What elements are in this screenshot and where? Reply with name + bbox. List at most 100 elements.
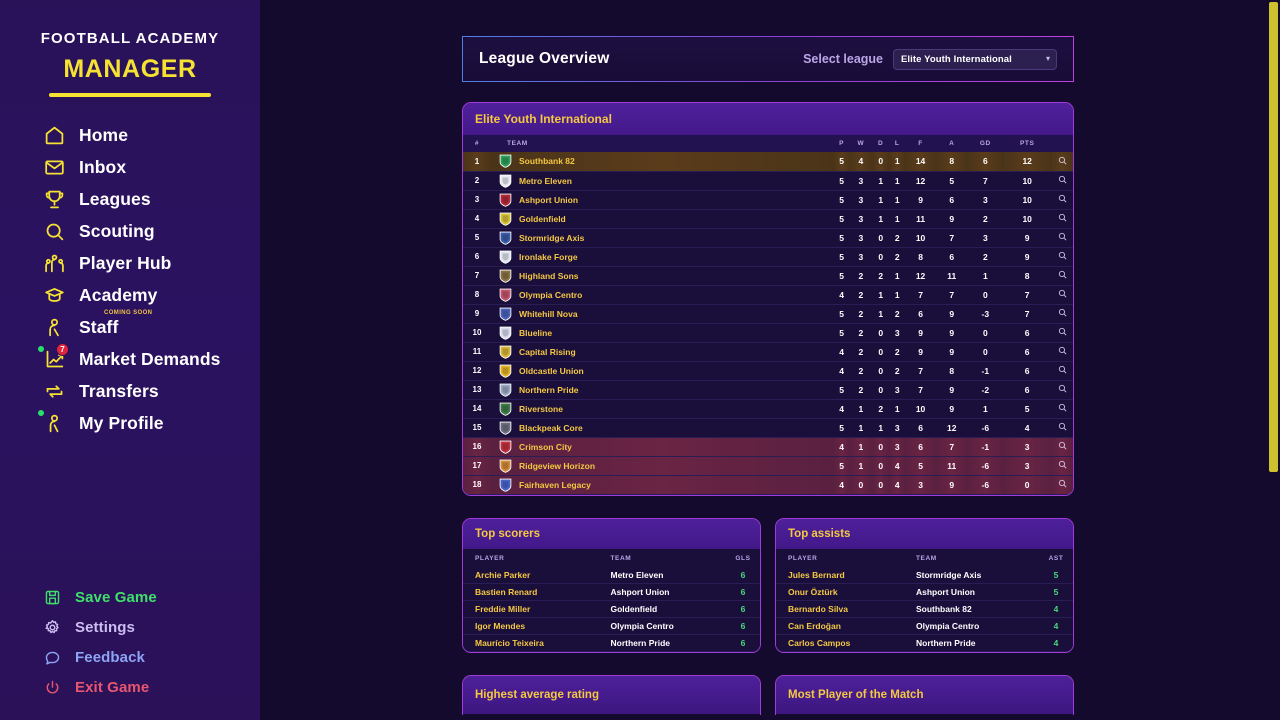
magnifier-icon[interactable] xyxy=(1058,289,1067,298)
list-item[interactable]: Maurício Teixeira Northern Pride 6 xyxy=(463,634,760,652)
top-assist-player: Onur Öztürk xyxy=(776,583,916,601)
top-scorers-header-row: PLAYER TEAM GLS xyxy=(463,549,760,567)
standings-row-action[interactable] xyxy=(1051,209,1073,229)
standings-against: 5 xyxy=(936,171,968,191)
sidebar-item-transfers[interactable]: Transfers xyxy=(0,375,260,407)
standings-row-action[interactable] xyxy=(1051,304,1073,324)
magnifier-icon[interactable] xyxy=(1058,441,1067,450)
table-row[interactable]: 7 Highland Sons 5 2 2 1 12 11 1 8 xyxy=(463,266,1073,286)
table-row[interactable]: 11 Capital Rising 4 2 0 2 9 9 0 6 xyxy=(463,342,1073,362)
magnifier-icon[interactable] xyxy=(1058,365,1067,374)
standings-won: 2 xyxy=(849,342,872,362)
standings-for: 10 xyxy=(904,399,937,419)
table-row[interactable]: 15 Blackpeak Core 5 1 1 3 6 12 -6 4 xyxy=(463,418,1073,438)
magnifier-icon[interactable] xyxy=(1058,251,1067,260)
standings-won: 3 xyxy=(849,171,872,191)
sidebar-item-settings[interactable]: Settings xyxy=(0,612,260,642)
table-row[interactable]: 3 Ashport Union 5 3 1 1 9 6 3 10 xyxy=(463,190,1073,210)
standings-row-action[interactable] xyxy=(1051,323,1073,343)
standings-row-action[interactable] xyxy=(1051,247,1073,267)
sidebar-item-leagues[interactable]: Leagues xyxy=(0,183,260,215)
page-scrollbar-thumb[interactable] xyxy=(1269,2,1278,472)
table-row[interactable]: 13 Northern Pride 5 2 0 3 7 9 -2 6 xyxy=(463,380,1073,400)
sidebar-item-my-profile[interactable]: My Profile xyxy=(0,407,260,439)
select-league-label: Select league xyxy=(803,52,883,66)
sidebar-item-academy[interactable]: Academy xyxy=(0,279,260,311)
magnifier-icon[interactable] xyxy=(1058,422,1067,431)
magnifier-icon[interactable] xyxy=(1058,213,1067,222)
standings-lost: 3 xyxy=(889,323,905,343)
magnifier-icon[interactable] xyxy=(1058,479,1067,488)
standings-row-action[interactable] xyxy=(1051,152,1073,172)
page-scrollbar[interactable] xyxy=(1267,0,1280,720)
standings-row-action[interactable] xyxy=(1051,475,1073,495)
magnifier-icon[interactable] xyxy=(1058,156,1067,165)
magnifier-icon[interactable] xyxy=(1058,460,1067,469)
sidebar-item-inbox[interactable]: Inbox xyxy=(0,151,260,183)
standings-row-action[interactable] xyxy=(1051,380,1073,400)
list-item[interactable]: Archie Parker Metro Eleven 6 xyxy=(463,566,760,584)
magnifier-icon[interactable] xyxy=(1058,194,1067,203)
list-item[interactable]: Bernardo Silva Southbank 82 4 xyxy=(776,600,1073,618)
list-item[interactable]: Can Erdoğan Olympia Centro 4 xyxy=(776,617,1073,635)
sidebar-item-save-game[interactable]: Save Game xyxy=(0,582,260,612)
table-row[interactable]: 10 Blueline 5 2 0 3 9 9 0 6 xyxy=(463,323,1073,343)
table-row[interactable]: 4 Goldenfield 5 3 1 1 11 9 2 10 xyxy=(463,209,1073,229)
magnifier-icon[interactable] xyxy=(1058,308,1067,317)
magnifier-icon[interactable] xyxy=(1058,327,1067,336)
league-name: Elite Youth International xyxy=(475,112,612,126)
standings-won: 2 xyxy=(849,361,872,381)
standings-row-action[interactable] xyxy=(1051,418,1073,438)
sidebar-item-scouting[interactable]: Scouting xyxy=(0,215,260,247)
sidebar-item-feedback[interactable]: Feedback xyxy=(0,642,260,672)
standings-row-action[interactable] xyxy=(1051,437,1073,457)
sidebar-item-home[interactable]: Home xyxy=(0,119,260,151)
magnifier-icon[interactable] xyxy=(1058,232,1067,241)
table-row[interactable]: 8 Olympia Centro 4 2 1 1 7 7 0 7 xyxy=(463,285,1073,305)
standings-row-action[interactable] xyxy=(1051,190,1073,210)
standings-row-action[interactable] xyxy=(1051,456,1073,476)
list-item[interactable]: Jules Bernard Stormridge Axis 5 xyxy=(776,566,1073,584)
standings-points: 7 xyxy=(1003,304,1051,324)
standings-row-action[interactable] xyxy=(1051,171,1073,191)
sidebar-item-staff[interactable]: Staff COMING SOON xyxy=(0,310,260,343)
standings-row-action[interactable] xyxy=(1051,399,1073,419)
sidebar-item-market-demands[interactable]: 7 Market Demands xyxy=(0,342,260,375)
standings-rank: 10 xyxy=(463,323,491,343)
standings-lost: 2 xyxy=(889,361,905,381)
table-row[interactable]: 14 Riverstone 4 1 2 1 10 9 1 5 xyxy=(463,399,1073,419)
league-select[interactable]: Elite Youth International ▾ xyxy=(893,48,1057,70)
standings-row-action[interactable] xyxy=(1051,361,1073,381)
sidebar-item-exit-game[interactable]: Exit Game xyxy=(0,672,260,702)
magnifier-icon[interactable] xyxy=(1058,384,1067,393)
table-row[interactable]: 2 Metro Eleven 5 3 1 1 12 5 7 10 xyxy=(463,171,1073,191)
magnifier-icon[interactable] xyxy=(1058,175,1067,184)
table-row[interactable]: 1 Southbank 82 5 4 0 1 14 8 6 12 xyxy=(463,152,1073,172)
list-item[interactable]: Onur Öztürk Ashport Union 5 xyxy=(776,583,1073,601)
magnifier-icon[interactable] xyxy=(1058,270,1067,279)
power-icon xyxy=(44,679,61,696)
list-item[interactable]: Carlos Campos Northern Pride 4 xyxy=(776,634,1073,652)
table-row[interactable]: 9 Whitehill Nova 5 2 1 2 6 9 -3 7 xyxy=(463,304,1073,324)
highest-average-rating-title: Highest average rating xyxy=(475,689,599,701)
table-row[interactable]: 6 Ironlake Forge 5 3 0 2 8 6 2 9 xyxy=(463,247,1073,267)
standings-row-action[interactable] xyxy=(1051,285,1073,305)
standings-row-action[interactable] xyxy=(1051,342,1073,362)
list-item[interactable]: Igor Mendes Olympia Centro 6 xyxy=(463,617,760,635)
table-row[interactable]: 16 Crimson City 4 1 0 3 6 7 -1 3 xyxy=(463,437,1073,457)
standings-played: 5 xyxy=(833,418,850,438)
magnifier-icon[interactable] xyxy=(1058,403,1067,412)
standings-row-action[interactable] xyxy=(1051,228,1073,248)
list-item[interactable]: Bastien Renard Ashport Union 6 xyxy=(463,583,760,601)
top-scorer-team: Metro Eleven xyxy=(610,566,726,584)
list-item[interactable]: Freddie Miller Goldenfield 6 xyxy=(463,600,760,618)
table-row[interactable]: 17 Ridgeview Horizon 5 1 0 4 5 11 -6 3 xyxy=(463,456,1073,476)
sidebar-item-player-hub[interactable]: Player Hub xyxy=(0,247,260,279)
status-dot xyxy=(38,409,44,416)
magnifier-icon[interactable] xyxy=(1058,346,1067,355)
standings-lost: 2 xyxy=(889,228,905,248)
standings-row-action[interactable] xyxy=(1051,266,1073,286)
table-row[interactable]: 5 Stormridge Axis 5 3 0 2 10 7 3 9 xyxy=(463,228,1073,248)
table-row[interactable]: 18 Fairhaven Legacy 4 0 0 4 3 9 -6 0 xyxy=(463,475,1073,495)
table-row[interactable]: 12 Oldcastle Union 4 2 0 2 7 8 -1 6 xyxy=(463,361,1073,381)
